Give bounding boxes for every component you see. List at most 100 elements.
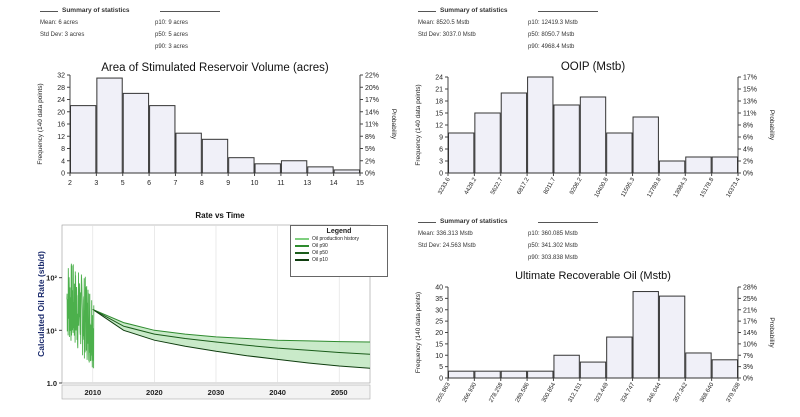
series-line	[92, 308, 371, 355]
histogram-bar	[579, 96, 607, 174]
y-tick-label: 25	[435, 319, 443, 326]
legend-swatch	[295, 244, 309, 247]
stat-p90: p90: 303.838 Mstb	[528, 255, 578, 261]
x-tick-label: 289.586	[515, 381, 531, 403]
y2-tick-label: 8%	[365, 134, 375, 141]
x-tick-label: 10400.8	[594, 176, 610, 198]
y2-tick-label: 10%	[743, 341, 757, 348]
legend-swatch	[295, 258, 309, 261]
histogram-bar	[175, 132, 202, 174]
rate-legend: Legend Oil production history Oil p90 Oi…	[290, 225, 388, 277]
stat-p10: p10: 12419.3 Mstb	[528, 20, 578, 26]
stat-mean: Mean: 336.313 Mstb	[418, 231, 473, 237]
stat-p50: p50: 8050.7 Mstb	[528, 32, 575, 38]
y-tick-label: 8	[61, 146, 65, 153]
legend-title: Legend	[326, 228, 352, 235]
histogram-bar	[333, 169, 360, 174]
legend-item: Oil p10	[291, 256, 387, 263]
stats-divider	[418, 222, 436, 223]
y-axis-label: Frequency (140 data points)	[415, 292, 422, 373]
stats-title: Summary of statistics	[440, 7, 508, 14]
production-history-line	[66, 263, 95, 369]
y2-tick-label: 15%	[743, 87, 757, 94]
y2-tick-label: 2%	[743, 159, 753, 166]
y2-tick-label: 17%	[365, 97, 379, 104]
y-tick-label: 32	[57, 73, 65, 80]
x-tick-label: 2020	[146, 388, 163, 397]
histogram-bar	[632, 291, 659, 379]
histogram-bar	[527, 370, 554, 379]
stats-divider	[538, 222, 598, 223]
x-tick-label: 16373.4	[726, 176, 742, 198]
x-tick-label: 3233.6	[437, 176, 452, 195]
histogram-bar	[149, 105, 176, 174]
y-tick-label: 3	[439, 159, 443, 166]
forecast-band	[92, 309, 371, 369]
legend-swatch	[295, 251, 309, 254]
time-axis-strip	[61, 384, 371, 400]
histogram-bar	[448, 370, 475, 379]
legend-label: Oil production history	[312, 235, 359, 242]
y-tick-label: 10¹	[46, 326, 57, 335]
chart-title: Ultimate Recoverable Oil (Mstb)	[515, 270, 671, 282]
y2-tick-label: 22%	[365, 73, 379, 80]
x-tick-label: 346.044	[647, 381, 663, 403]
histogram-bar	[553, 104, 580, 174]
y2-tick-label: 8%	[743, 123, 753, 130]
y-tick-label: 0	[61, 171, 65, 178]
histogram-bar	[280, 160, 308, 174]
chart-title: Rate vs Time	[195, 211, 245, 220]
y-tick-label: 28	[57, 85, 65, 92]
y-axis-label: Calculated Oil Rate (stb/d)	[36, 251, 46, 357]
y-tick-label: 35	[435, 296, 443, 303]
y-axis-label: Frequency (140 data points)	[37, 83, 44, 164]
y2-tick-label: 20%	[365, 85, 379, 92]
x-tick-label: 6817.2	[516, 176, 531, 195]
stat-p10: p10: 360.085 Mstb	[528, 231, 578, 237]
y2-tick-label: 6%	[743, 135, 753, 142]
x-tick-label: 357.342	[673, 381, 689, 403]
x-tick-label: 379.938	[726, 381, 742, 403]
uro-histogram: Ultimate Recoverable Oil (Mstb) 0 5 10 15 20 2…	[415, 270, 775, 404]
chart-title: Area of Stimulated Reservoir Volume (acr…	[101, 62, 329, 74]
histogram-bar	[685, 156, 712, 174]
y-tick-label: 20	[57, 109, 65, 116]
y-tick-label: 9	[439, 135, 443, 142]
y-tick-label: 15	[435, 111, 443, 118]
series-line	[92, 308, 371, 343]
y-tick-label: 6	[439, 147, 443, 154]
y2-tick-label: 17%	[743, 319, 757, 326]
y-tick-label: 10	[435, 353, 443, 360]
y-tick-label: 12	[57, 134, 65, 141]
y2-tick-label: 11%	[743, 111, 757, 118]
x-tick-label: 312.151	[568, 381, 584, 403]
histogram-bar	[685, 352, 712, 379]
stat-p90: p90: 3 acres	[155, 44, 189, 50]
histogram-bar	[96, 77, 123, 174]
histogram-bar	[658, 295, 686, 379]
stat-std: Std Dev: 3037.0 Mstb	[418, 32, 476, 38]
x-tick-label: 15178.8	[699, 176, 715, 198]
y-tick-label: 0	[439, 171, 443, 178]
series-line	[92, 308, 371, 369]
histogram-bar	[474, 370, 501, 379]
x-tick-label: 2010	[84, 388, 101, 397]
x-tick-label: 11595.3	[620, 176, 636, 198]
histogram-bar	[527, 76, 554, 174]
x-tick-label: 4428.2	[464, 176, 479, 195]
y-tick-label: 16	[57, 122, 65, 129]
histogram-bar	[579, 361, 607, 379]
x-tick-label: 255.863	[436, 381, 452, 403]
y2-tick-label: 21%	[743, 307, 757, 314]
legend-label: Oil p50	[312, 249, 328, 256]
histogram-bar	[711, 156, 738, 174]
y2-tick-label: 2%	[365, 158, 375, 165]
x-tick-label: 334.747	[620, 381, 636, 403]
x-tick-label: 11	[277, 180, 284, 187]
stat-std: Std Dev: 3 acres	[40, 32, 85, 38]
histogram-bar	[474, 112, 501, 174]
x-tick-label: 8	[200, 180, 204, 187]
x-tick-label: 5622.7	[490, 176, 505, 195]
histogram-bar	[122, 92, 150, 174]
y2-tick-label: 5%	[365, 146, 375, 153]
